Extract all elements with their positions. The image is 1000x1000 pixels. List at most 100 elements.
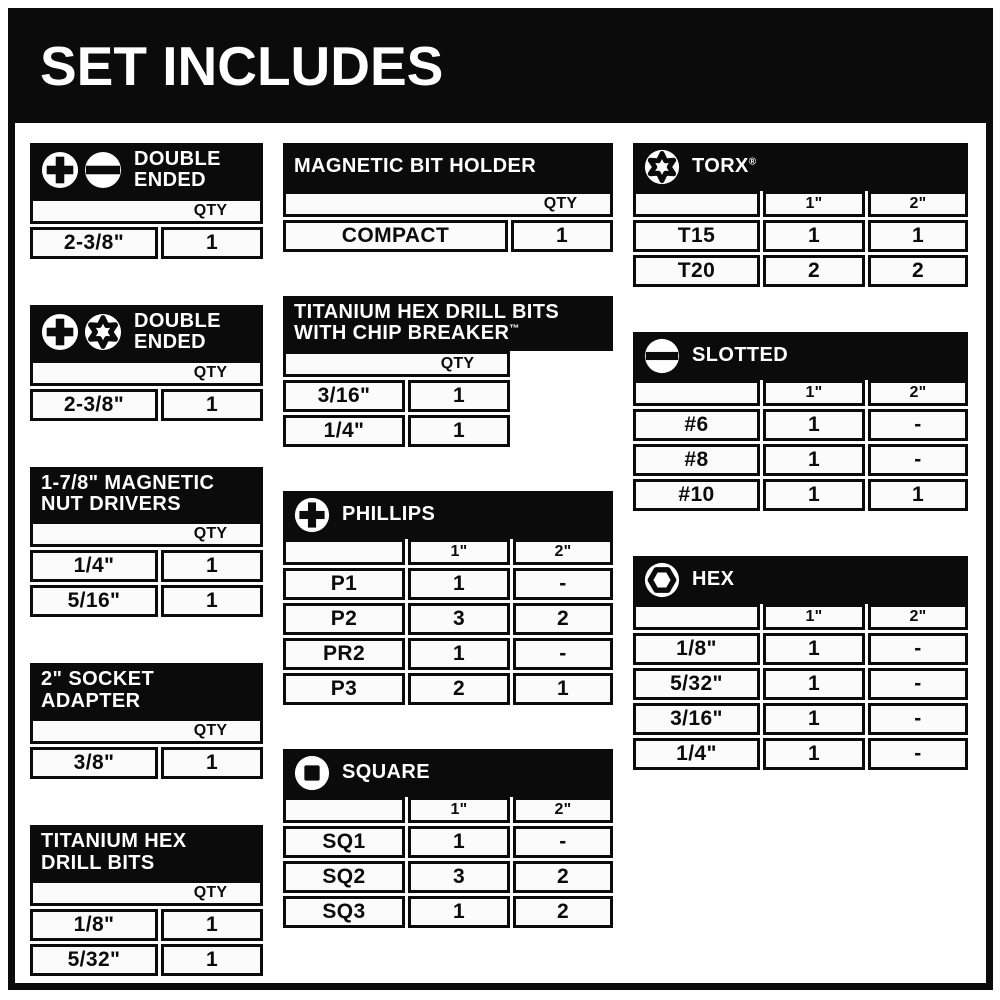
- qty-header-label: QTY: [193, 722, 228, 740]
- table-title-line: 1-7/8" MAGNETIC: [41, 471, 215, 494]
- row-value-cell: 1: [161, 585, 263, 618]
- column-middle: MAGNETIC BIT HOLDER QTY COMPACT 1 TITANIUM H…: [283, 143, 613, 928]
- row-label-cell: 1/4": [283, 414, 405, 447]
- row-value-cell: 1: [763, 703, 865, 735]
- row-value-cell: 1: [408, 825, 510, 858]
- size-header-cell: 1": [763, 604, 865, 630]
- table-header: HEX: [633, 556, 968, 604]
- row-label-cell: 1/8": [633, 633, 760, 665]
- row-value-cell: 1: [868, 220, 968, 252]
- size-header-cell: 2": [868, 191, 968, 217]
- table-header: DOUBLE ENDED: [30, 304, 263, 360]
- table-body: 1" 2" T15 1 1 T20 2 2: [633, 191, 968, 287]
- table-title: DOUBLE ENDED: [134, 148, 221, 192]
- row-value-cell: 1: [161, 908, 263, 941]
- table-row: T15 1 1: [633, 220, 968, 252]
- row-label-cell: SQ1: [283, 825, 405, 858]
- table-header: TORX®: [633, 143, 968, 191]
- qty-header-label: QTY: [193, 363, 228, 381]
- table-title-line: ADAPTER: [41, 689, 141, 712]
- table-title: TITANIUM HEX DRILL BITS: [41, 830, 187, 874]
- row-label-cell: 3/8": [30, 747, 158, 780]
- trademark-symbol: ®: [748, 156, 757, 168]
- table-title: MAGNETIC BIT HOLDER: [294, 156, 536, 177]
- qty-header-label: QTY: [543, 195, 578, 212]
- row-value-cell: 1: [763, 633, 865, 665]
- row-value-cell: 2: [513, 860, 613, 893]
- row-value-cell: 3: [408, 602, 510, 635]
- row-label-cell: SQ3: [283, 895, 405, 928]
- qty-header-label: QTY: [193, 883, 228, 901]
- size-header-row: 1" 2": [633, 604, 968, 630]
- row-value-cell: -: [868, 738, 968, 770]
- table-magnetic-bit-holder: MAGNETIC BIT HOLDER QTY COMPACT 1: [283, 143, 613, 252]
- table-body: 1" 2" P1 1- P2 3 2 PR2 1- P3 2 1: [283, 538, 613, 705]
- table-magnetic-nut-drivers: 1-7/8" MAGNETIC NUT DRIVERS QTY 1/4" 1 5/16" 1: [30, 466, 263, 618]
- row-label-cell: T15: [633, 220, 760, 252]
- qty-header-label: QTY: [193, 201, 228, 219]
- icon-group: [294, 755, 330, 791]
- row-value-cell: 1: [161, 226, 263, 259]
- row-value-cell: 1: [161, 388, 263, 421]
- icon-group: [644, 338, 680, 374]
- row-label-cell: 2-3/8": [30, 226, 158, 259]
- size-header-cell: 1": [408, 538, 510, 565]
- phillips-icon: [41, 151, 79, 189]
- torx-icon: [644, 149, 680, 185]
- size-header-cell: 2": [513, 796, 613, 823]
- icon-group: [644, 149, 680, 185]
- table-title-line: SLOTTED: [692, 344, 789, 367]
- table-title: SQUARE: [342, 761, 430, 784]
- table-title-line: TITANIUM HEX DRILL BITS: [294, 301, 560, 323]
- row-value-cell: 3: [408, 860, 510, 893]
- row-value-cell: 1: [161, 943, 263, 976]
- table-title-line: TITANIUM HEX: [41, 830, 187, 853]
- qty-header-label: QTY: [440, 354, 475, 372]
- table-row: P1 1-: [283, 567, 613, 600]
- row-label-cell: 5/16": [30, 585, 158, 618]
- table-row: COMPACT 1: [283, 220, 613, 252]
- row-value-cell: 2: [868, 255, 968, 287]
- table-header: TITANIUM HEX DRILL BITS WITH CHIP BREAKER…: [283, 296, 613, 351]
- table-title-line: DOUBLE: [134, 309, 221, 332]
- row-value-cell: 1: [763, 444, 865, 476]
- corner-cell: [283, 796, 405, 823]
- table-title: SLOTTED: [692, 345, 788, 366]
- icon-group: [644, 562, 680, 598]
- table-header: PHILLIPS: [283, 490, 613, 539]
- row-value-cell: 1: [161, 747, 263, 780]
- row-label-cell: P1: [283, 567, 405, 600]
- table-titanium-hex-drill-bits: TITANIUM HEX DRILL BITS QTY 1/8" 1 5/32" 1: [30, 825, 263, 976]
- row-label-cell: PR2: [283, 637, 405, 670]
- row-value-cell: -: [513, 567, 613, 600]
- row-label-cell: P3: [283, 672, 405, 705]
- trademark-symbol: ™: [509, 323, 520, 335]
- table-title-line: PHILLIPS: [342, 503, 436, 526]
- row-value-cell: 1: [868, 479, 968, 511]
- table-row: 5/32" 1-: [633, 668, 968, 700]
- table-title-line: 2" SOCKET: [41, 668, 155, 691]
- row-value-cell: 1: [408, 414, 510, 447]
- qty-header-row: QTY: [30, 359, 263, 386]
- row-value-cell: 1: [408, 637, 510, 670]
- table-row: 2-3/8" 1: [30, 226, 263, 259]
- qty-header-row: QTY: [30, 521, 263, 548]
- table-double-ended-phillips-slotted: DOUBLE ENDED QTY 2-3/8" 1: [30, 143, 263, 259]
- table-title: HEX: [692, 569, 734, 590]
- table-body: QTY COMPACT 1: [283, 191, 613, 252]
- table-body: 1" 2" #6 1- #8 1- #10 1 1: [633, 380, 968, 511]
- table-square: SQUARE 1" 2" SQ1 1- SQ2 3 2 SQ3 1 2: [283, 748, 613, 928]
- slotted-icon: [644, 338, 680, 374]
- table-row: 2-3/8" 1: [30, 388, 263, 421]
- size-header-cell: 1": [763, 191, 865, 217]
- table-body: 1" 2" SQ1 1- SQ2 3 2 SQ3 1 2: [283, 796, 613, 928]
- row-label-cell: 2-3/8": [30, 388, 158, 421]
- icon-group: [294, 497, 330, 533]
- table-row: PR2 1-: [283, 637, 613, 670]
- table-row: #8 1-: [633, 444, 968, 476]
- row-label-cell: 1/4": [633, 738, 760, 770]
- row-value-cell: -: [513, 825, 613, 858]
- table-title-line: SQUARE: [342, 761, 430, 784]
- qty-header-row: QTY: [30, 197, 263, 224]
- row-label-cell: #8: [633, 444, 760, 476]
